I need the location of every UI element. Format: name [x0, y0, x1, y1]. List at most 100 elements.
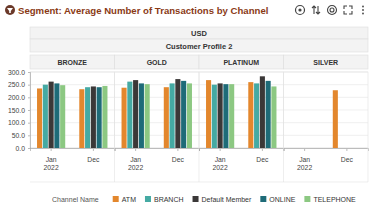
y-tick: 50.0 — [12, 132, 30, 139]
grid-line — [30, 122, 115, 123]
bar — [43, 85, 48, 148]
bar — [102, 86, 107, 148]
x-tick-mark — [177, 148, 178, 151]
bars — [333, 90, 338, 148]
facet-label: SILVER — [313, 59, 338, 66]
x-axis-line — [31, 149, 116, 152]
y-tick-mark — [28, 148, 30, 149]
facet-label: BRONZE — [57, 59, 87, 66]
legend-label: TELEPHONE — [313, 196, 356, 203]
bar — [122, 88, 127, 148]
chart: Segment: Average Number of Transactions … — [0, 0, 374, 212]
legend-item[interactable]: TELEPHONE — [304, 196, 356, 203]
grid-line — [199, 72, 284, 73]
toolbar-icon[interactable] — [344, 6, 352, 14]
bar — [133, 80, 138, 148]
legend: Channel Name ATM BRANCH Default Member ONLIN… — [52, 196, 356, 203]
x-tick-label: Dec — [172, 156, 185, 163]
x-tick-mark — [51, 148, 52, 151]
grid-line — [284, 72, 369, 73]
header-cell — [30, 27, 368, 39]
x-tick: Dec — [341, 148, 354, 163]
bar — [333, 90, 338, 148]
facet-label: GOLD — [147, 59, 167, 66]
grid-line — [115, 72, 200, 73]
toolbar-icon[interactable] — [328, 6, 337, 15]
grid-line — [199, 110, 284, 111]
panel-frame — [199, 72, 284, 148]
x-tick: Dec — [172, 148, 185, 163]
y-tick-mark — [28, 110, 30, 111]
grid-line — [30, 84, 115, 85]
x-band-line — [115, 182, 200, 183]
x-band-divider — [368, 148, 369, 182]
legend-label: BRANCH — [154, 196, 184, 203]
panel-frame — [115, 72, 200, 148]
bar — [85, 87, 90, 148]
y-tick-mark — [28, 72, 30, 73]
legend-swatch — [145, 196, 151, 202]
grid-line — [30, 72, 115, 73]
bar — [79, 89, 84, 148]
legend-label: ATM — [122, 196, 136, 203]
y-tick-label: 150.0 — [8, 107, 25, 114]
grid-line — [284, 97, 369, 98]
facet-header — [284, 55, 369, 69]
y-tick-label: 300.0 — [8, 69, 25, 76]
grid-line — [284, 122, 369, 123]
filter-icon-glyph — [7, 8, 13, 13]
grid-line — [115, 110, 200, 111]
y-tick-label: 250.0 — [8, 81, 25, 88]
bar — [145, 84, 150, 148]
legend-item[interactable]: BRANCH — [145, 196, 184, 203]
x-tick-label: Dec — [87, 156, 100, 163]
bar — [218, 83, 223, 148]
x-tick-mark — [262, 148, 263, 151]
bar — [164, 87, 169, 148]
legend-label: Default Member — [202, 196, 252, 203]
y-tick-mark — [28, 135, 30, 136]
panel-frame — [30, 72, 115, 148]
bar — [97, 87, 102, 148]
bar — [181, 81, 186, 148]
facet: GOLD Jan2022 Dec — [115, 55, 200, 182]
title: Segment: Average Number of Transactions … — [18, 5, 268, 16]
x-axis: Jan2022 Dec — [31, 148, 116, 171]
x-tick-mark — [346, 148, 347, 151]
bar — [127, 82, 132, 148]
legend-title: Channel Name — [52, 196, 99, 203]
bar — [223, 84, 228, 148]
toolbar-icon[interactable] — [296, 6, 305, 15]
legend-item[interactable]: Default Member — [193, 196, 252, 203]
grid-line — [115, 97, 200, 98]
grid-line — [115, 84, 200, 85]
header-cell — [30, 39, 368, 52]
bar — [49, 82, 54, 148]
grid-line — [284, 84, 369, 85]
legend-item[interactable]: ATM — [113, 196, 136, 203]
grid-line — [30, 97, 115, 98]
legend-item[interactable]: ONLINE — [260, 196, 295, 203]
x-axis: Jan2022Dec — [284, 148, 369, 171]
x-axis-line — [284, 149, 369, 152]
x-tick-mark — [220, 148, 221, 151]
x-tick-mark — [93, 148, 94, 151]
legend-swatch — [113, 196, 119, 202]
facet-header — [30, 55, 115, 69]
y-tick-label: 200.0 — [8, 94, 25, 101]
x-tick-label: Jan2022 — [128, 156, 143, 171]
x-tick: Jan2022 — [213, 148, 228, 171]
bar — [248, 82, 253, 148]
toolbar-icon[interactable] — [312, 6, 320, 14]
bar — [54, 83, 59, 148]
toolbar-icon[interactable] — [362, 6, 364, 15]
y-tick-label: 50.0 — [12, 132, 25, 139]
x-axis-line — [115, 149, 200, 152]
facet-header — [199, 55, 284, 69]
y-tick-mark — [28, 85, 30, 86]
grid-line — [199, 122, 284, 123]
x-tick: Jan2022 — [44, 148, 59, 171]
x-tick-label: Jan2022 — [213, 156, 228, 171]
x-tick: Dec — [256, 148, 269, 163]
filter-icon[interactable] — [5, 5, 15, 15]
